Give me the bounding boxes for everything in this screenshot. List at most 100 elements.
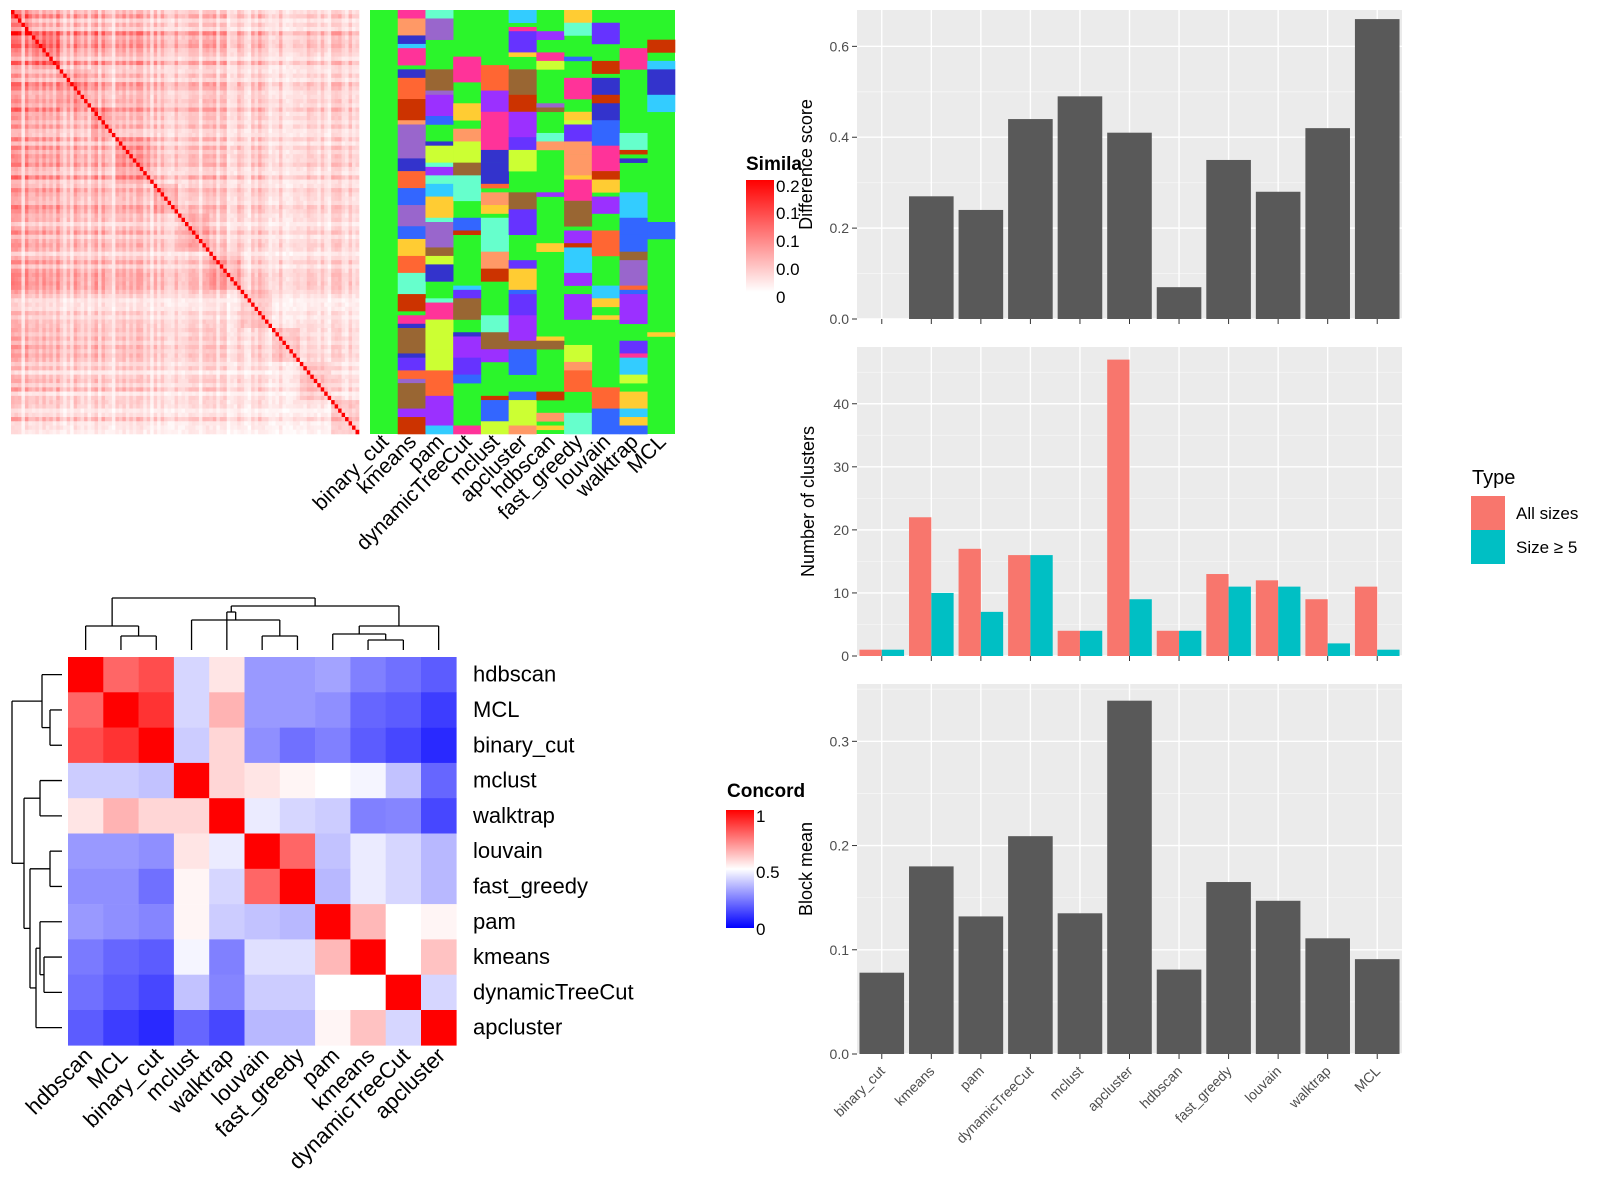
similarity-cell — [63, 111, 67, 117]
similarity-cell — [212, 162, 217, 168]
similarity-cell — [84, 141, 88, 146]
similarity-cell — [324, 120, 328, 125]
similarity-cell — [282, 166, 287, 172]
similarity-cell — [45, 77, 50, 83]
similarity-cell — [299, 65, 304, 70]
similarity-cell — [198, 154, 203, 159]
similarity-cell — [35, 73, 40, 79]
similarity-cell — [212, 217, 217, 223]
similarity-cell — [233, 52, 238, 57]
similarity-cell — [136, 158, 141, 163]
similarity-cell — [160, 141, 165, 146]
similarity-cell — [272, 192, 276, 197]
similarity-cell — [91, 107, 95, 113]
similarity-cell — [251, 82, 255, 87]
similarity-cell — [59, 60, 64, 66]
similarity-cell — [157, 82, 161, 87]
similarity-cell — [205, 65, 210, 70]
similarity-cell — [352, 171, 356, 176]
similarity-cell — [70, 128, 74, 134]
similarity-cell — [348, 137, 353, 142]
similarity-cell — [219, 192, 224, 197]
similarity-cell — [317, 18, 322, 24]
similarity-cell — [157, 14, 161, 19]
similarity-cell — [188, 154, 193, 159]
similarity-cell — [153, 86, 158, 91]
similarity-cell — [21, 213, 26, 219]
similarity-cell — [108, 120, 113, 125]
similarity-cell — [14, 154, 19, 159]
similarity-cell — [49, 217, 54, 223]
similarity-cell — [35, 149, 40, 155]
similarity-cell — [317, 43, 322, 49]
similarity-cell — [118, 43, 123, 49]
similarity-cell — [118, 192, 123, 197]
similarity-cell — [11, 213, 15, 219]
similarity-cell — [181, 31, 186, 36]
similarity-cell — [94, 183, 99, 189]
similarity-cell — [52, 213, 57, 219]
similarity-cell — [59, 39, 64, 45]
similarity-cell — [223, 39, 228, 45]
similarity-cell — [296, 196, 301, 202]
similarity-cell — [104, 137, 109, 142]
similarity-cell — [320, 166, 325, 172]
similarity-cell — [52, 69, 57, 74]
similarity-cell — [38, 22, 43, 28]
similarity-cell — [334, 48, 339, 53]
similarity-cell — [125, 90, 130, 96]
similarity-cell — [132, 22, 137, 28]
similarity-cell — [313, 99, 318, 104]
similarity-cell — [108, 39, 113, 45]
similarity-cell — [164, 22, 168, 28]
similarity-cell — [70, 35, 74, 40]
similarity-cell — [129, 90, 134, 96]
similarity-cell — [352, 56, 356, 62]
similarity-cell — [202, 69, 207, 74]
similarity-cell — [352, 183, 356, 189]
similarity-cell — [143, 86, 148, 91]
similarity-cell — [174, 90, 179, 96]
similarity-cell — [341, 48, 346, 53]
similarity-cell — [251, 124, 255, 130]
similarity-cell — [317, 166, 322, 172]
similarity-cell — [317, 77, 322, 83]
similarity-cell — [11, 192, 15, 197]
similarity-cell — [317, 128, 322, 134]
similarity-cell — [157, 26, 161, 32]
similarity-cell — [150, 154, 154, 159]
similarity-cell — [167, 86, 172, 91]
similarity-cell — [178, 77, 182, 83]
similarity-cell — [21, 120, 26, 125]
similarity-cell — [191, 69, 196, 74]
similarity-cell — [289, 99, 294, 104]
similarity-cell — [244, 149, 248, 155]
similarity-cell — [275, 22, 280, 28]
similarity-cell — [334, 94, 339, 100]
similarity-cell — [111, 183, 116, 189]
similarity-cell — [104, 128, 109, 134]
similarity-cell — [45, 162, 50, 168]
similarity-cell — [338, 56, 342, 62]
similarity-cell — [139, 141, 144, 146]
similarity-cell — [164, 116, 168, 121]
similarity-cell — [275, 141, 280, 146]
similarity-cell — [334, 175, 339, 180]
similarity-cell — [320, 73, 325, 79]
similarity-cell — [212, 65, 217, 70]
similarity-cell — [205, 103, 210, 108]
similarity-cell — [282, 10, 287, 15]
similarity-cell — [240, 18, 245, 24]
similarity-cell — [188, 192, 193, 197]
similarity-cell — [77, 124, 81, 130]
similarity-cell — [233, 18, 238, 24]
similarity-cell — [237, 196, 241, 202]
similarity-cell — [324, 18, 328, 24]
similarity-cell — [275, 116, 280, 121]
similarity-cell — [268, 26, 273, 32]
similarity-cell — [132, 149, 137, 155]
similarity-cell — [42, 22, 47, 28]
similarity-cell — [31, 22, 36, 28]
similarity-cell — [98, 179, 102, 185]
similarity-cell — [84, 52, 88, 57]
